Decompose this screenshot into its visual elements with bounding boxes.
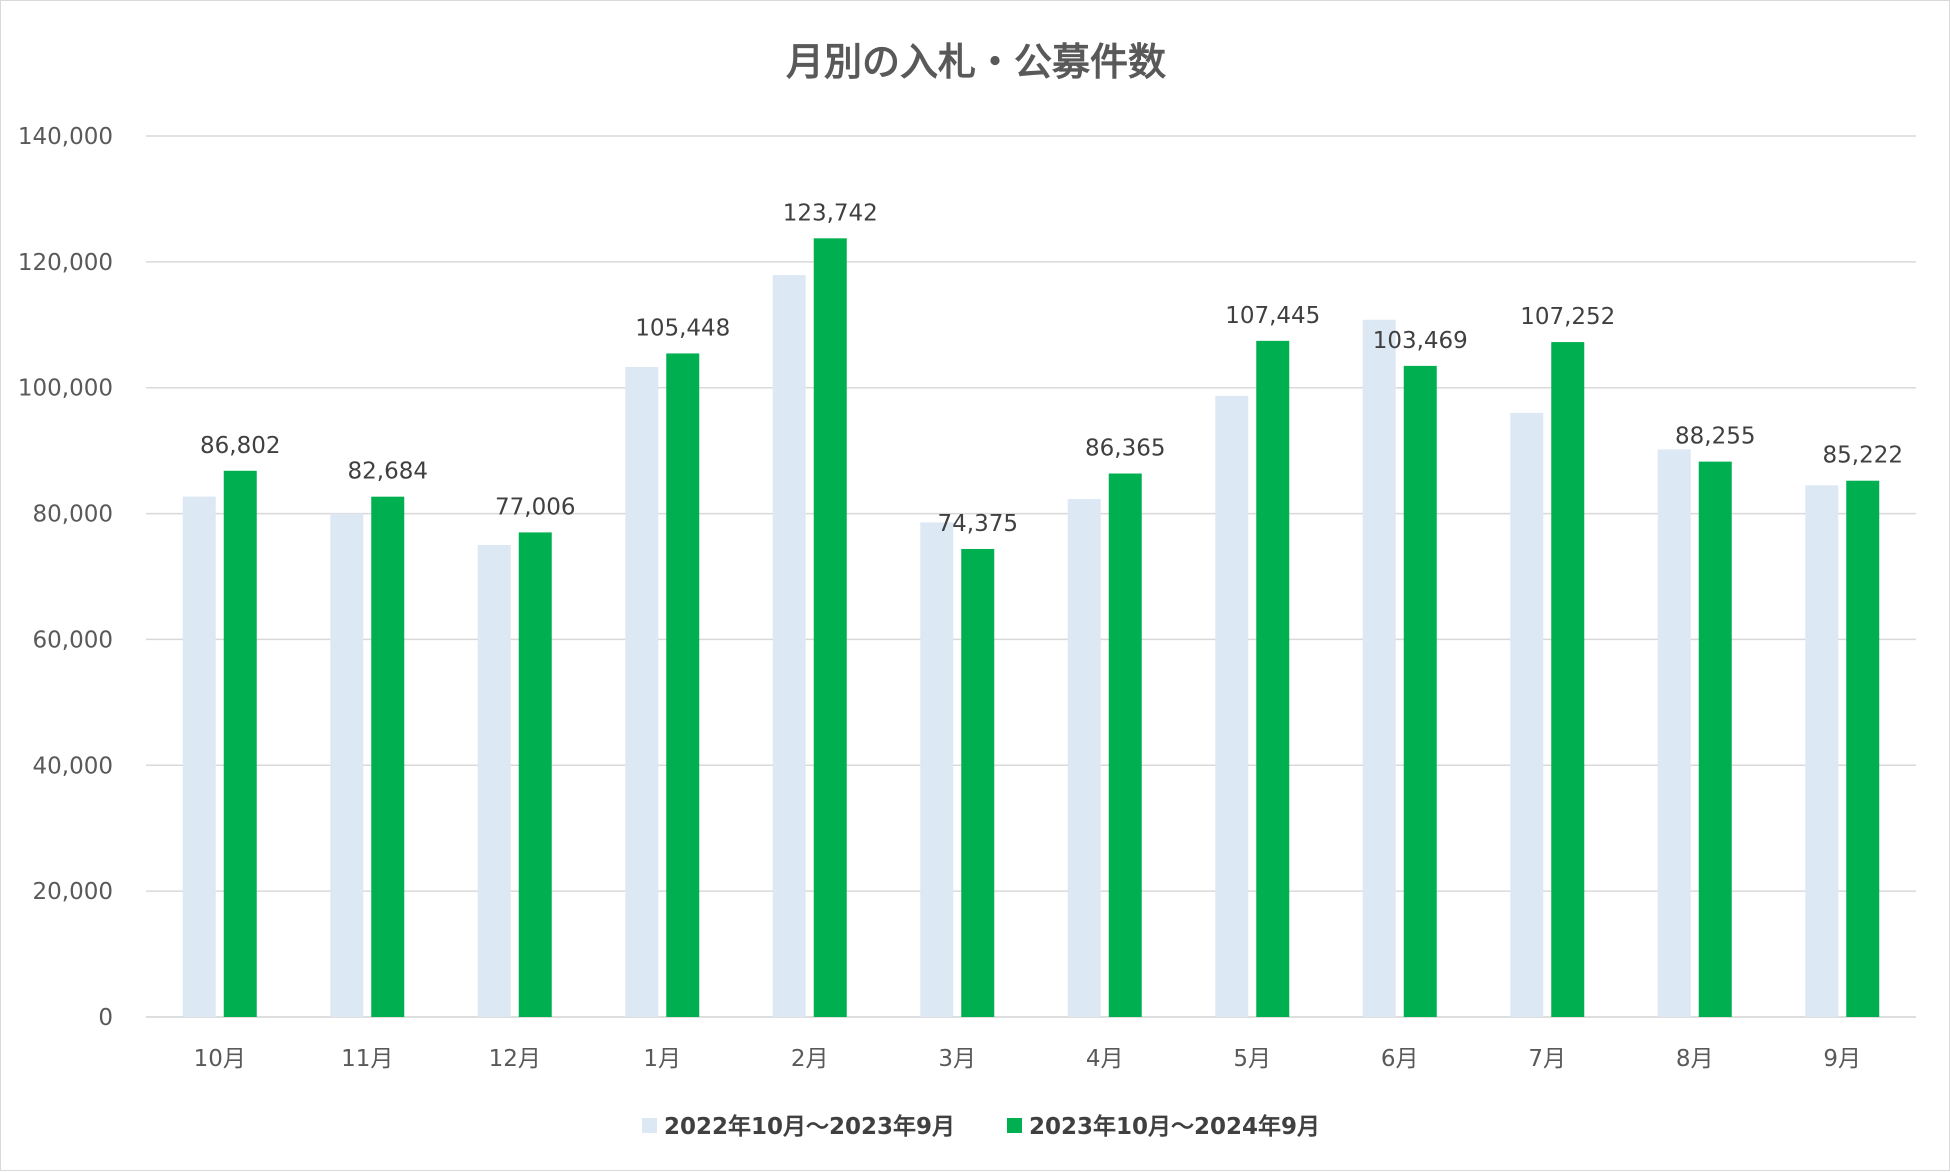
x-tick-label: 12月	[489, 1046, 541, 1072]
bar-series1	[330, 513, 364, 1017]
data-label: 82,684	[348, 459, 428, 485]
data-label: 88,255	[1675, 424, 1755, 450]
bar-series1	[1805, 485, 1839, 1018]
y-tick-label: 80,000	[33, 502, 113, 528]
bar-series2	[1256, 340, 1290, 1017]
x-tick-label: 3月	[938, 1046, 976, 1072]
bar-series1	[1362, 319, 1396, 1017]
y-tick-label: 100,000	[18, 376, 113, 402]
legend-swatch-2022-2023	[642, 1118, 657, 1133]
bar-series1	[477, 545, 511, 1017]
data-label: 107,445	[1225, 303, 1320, 329]
bar-series2	[223, 470, 257, 1017]
bar-series1	[920, 522, 954, 1017]
bar-series1	[182, 496, 216, 1018]
chart-title: 月別の入札・公募件数	[786, 40, 1166, 84]
x-tick-label: 10月	[194, 1046, 246, 1072]
data-label: 105,448	[635, 315, 730, 341]
x-tick-label: 5月	[1233, 1046, 1271, 1072]
bar-series2	[518, 532, 552, 1017]
x-tick-label: 6月	[1381, 1046, 1419, 1072]
bar-series2	[1403, 365, 1437, 1017]
y-tick-label: 20,000	[33, 879, 113, 905]
bar-series1	[1657, 449, 1691, 1017]
bar-series1	[1510, 412, 1544, 1017]
data-labels: 86,802 82,684 77,006 105,448 123,742 74,375 86…	[200, 200, 1903, 537]
bar-series2	[666, 353, 700, 1017]
data-label: 123,742	[783, 200, 878, 226]
x-tick-label: 4月	[1086, 1046, 1124, 1072]
y-tick-label: 60,000	[33, 627, 113, 653]
gridlines	[146, 135, 1916, 1018]
legend: 2022年10月～2023年9月 2023年10月～2024年9月	[642, 1113, 1320, 1140]
data-label: 77,006	[495, 494, 575, 520]
bar-series2	[961, 548, 995, 1017]
y-tick-label: 120,000	[18, 250, 113, 276]
data-label: 85,222	[1823, 443, 1903, 469]
bar-series1	[772, 275, 806, 1017]
bar-series2	[1846, 480, 1880, 1018]
bar-series2	[813, 238, 847, 1017]
data-label: 86,365	[1085, 436, 1165, 462]
data-label: 86,802	[200, 433, 280, 459]
bar-series1	[1215, 395, 1249, 1017]
x-axis-ticks: 10月 11月 12月 1月 2月 3月 4月 5月 6月 7月 8月 9月	[194, 1046, 1861, 1072]
x-tick-label: 11月	[341, 1046, 393, 1072]
x-tick-label: 1月	[643, 1046, 681, 1072]
data-label: 74,375	[938, 511, 1018, 537]
bar-series1	[1067, 499, 1101, 1017]
bars	[182, 238, 1880, 1018]
bar-series2	[1698, 461, 1732, 1017]
bar-series1	[625, 366, 659, 1017]
y-tick-label: 140,000	[18, 124, 113, 150]
bar-series2	[1108, 473, 1142, 1017]
data-label: 107,252	[1520, 304, 1615, 330]
x-tick-label: 9月	[1823, 1046, 1861, 1072]
bar-series2	[1551, 342, 1585, 1017]
legend-label-2023-2024: 2023年10月～2024年9月	[1029, 1113, 1320, 1140]
y-axis-ticks: 0 20,000 40,000 60,000 80,000 100,000 120,000 1…	[18, 124, 113, 1031]
legend-label-2022-2023: 2022年10月～2023年9月	[664, 1113, 955, 1140]
legend-swatch-2023-2024	[1007, 1118, 1022, 1133]
y-tick-label: 40,000	[33, 753, 113, 779]
x-tick-label: 2月	[791, 1046, 829, 1072]
y-tick-label: 0	[98, 1005, 113, 1031]
x-tick-label: 8月	[1676, 1046, 1714, 1072]
bar-series2	[371, 496, 405, 1017]
x-tick-label: 7月	[1528, 1046, 1566, 1072]
data-label: 103,469	[1373, 328, 1468, 354]
